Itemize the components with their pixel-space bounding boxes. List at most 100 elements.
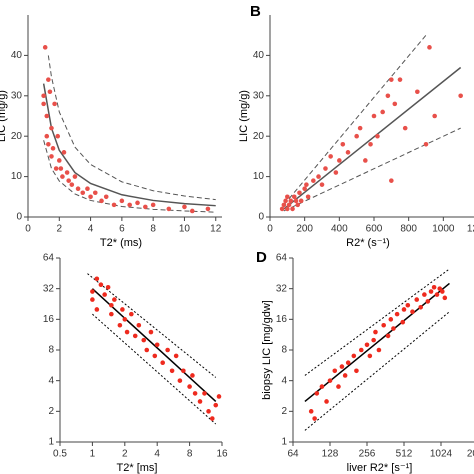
y-tick-label: 32 (43, 283, 55, 294)
fit-line (304, 311, 450, 431)
data-point (44, 133, 50, 139)
x-tick-label: 2 (122, 449, 128, 460)
y-tick-label: 1 (48, 437, 54, 448)
x-tick-label: 1200 (467, 224, 474, 235)
data-point (458, 93, 463, 99)
data-point (367, 353, 373, 359)
data-point (117, 322, 123, 328)
y-tick-label: 8 (281, 345, 287, 356)
data-point (351, 353, 357, 359)
data-point (336, 384, 341, 389)
y-axis-label: LIC (mg/g) (0, 90, 8, 142)
data-point (375, 133, 380, 139)
data-point (311, 178, 316, 183)
data-point (69, 182, 75, 187)
x-tick-label: 400 (331, 224, 348, 235)
data-point (173, 353, 179, 359)
y-tick-label: 32 (276, 283, 288, 294)
data-point (127, 202, 132, 208)
data-point (394, 311, 400, 317)
data-point (333, 170, 339, 175)
data-point (423, 141, 429, 147)
data-point (177, 378, 183, 383)
x-tick-label: 1 (90, 449, 96, 460)
data-point (109, 311, 114, 317)
data-point (305, 194, 311, 200)
x-axis-label: T2* [ms] (117, 462, 158, 474)
data-point (427, 45, 432, 50)
data-point (345, 360, 351, 366)
data-point (55, 133, 61, 139)
data-point (197, 399, 203, 404)
data-point (388, 317, 394, 322)
data-point (182, 204, 187, 210)
data-point (190, 373, 195, 378)
x-tick-label: 2048 (467, 449, 474, 460)
x-tick-label: 64 (287, 449, 299, 460)
data-point (354, 133, 359, 139)
y-tick-label: 1 (281, 437, 287, 448)
data-point (285, 206, 290, 212)
data-point (103, 194, 109, 200)
data-point (53, 166, 59, 171)
data-point (80, 190, 86, 196)
data-point (283, 198, 288, 204)
data-point (122, 317, 128, 322)
data-point (324, 399, 329, 404)
y-tick-label: 2 (48, 406, 54, 417)
data-point (41, 101, 46, 107)
data-point (425, 299, 431, 304)
data-point (319, 182, 325, 187)
data-point (415, 89, 420, 95)
data-point (124, 329, 130, 335)
x-tick-label: 1000 (432, 224, 455, 235)
data-point (88, 194, 93, 200)
data-point (152, 353, 158, 359)
y-tick-label: 30 (253, 90, 265, 101)
data-point (49, 125, 54, 131)
data-point (105, 285, 111, 290)
fit-line (92, 313, 217, 425)
y-tick-label: 2 (281, 406, 287, 417)
data-point (405, 302, 411, 308)
data-point (160, 360, 166, 366)
data-point (144, 347, 150, 353)
data-point (308, 409, 314, 414)
x-tick-label: 0 (267, 224, 273, 235)
data-point (371, 337, 376, 343)
x-tick-label: 12 (210, 224, 222, 235)
data-point (92, 190, 98, 196)
y-tick-label: 30 (11, 90, 23, 101)
data-point (340, 141, 346, 147)
data-point (279, 206, 285, 212)
data-point (112, 297, 117, 302)
data-point (304, 182, 309, 187)
data-point (414, 297, 420, 302)
fit-line (304, 268, 450, 376)
data-point (42, 45, 48, 50)
data-point (60, 174, 65, 179)
y-tick-label: 16 (276, 314, 288, 325)
data-point (52, 101, 57, 107)
fit-line (42, 83, 216, 207)
y-tick-label: 0 (16, 212, 22, 223)
data-point (392, 101, 398, 107)
data-point (431, 285, 437, 290)
data-point (410, 309, 415, 315)
data-point (385, 93, 391, 99)
data-point (206, 409, 211, 414)
data-point (418, 305, 423, 310)
y-tick-label: 4 (281, 375, 287, 386)
x-tick-label: 200 (296, 224, 313, 235)
panel-title: D (256, 249, 267, 266)
data-point (297, 190, 302, 196)
data-point (64, 170, 70, 175)
data-point (94, 307, 100, 312)
x-tick-label: 10 (179, 224, 191, 235)
y-tick-label: 40 (253, 50, 265, 61)
data-point (332, 368, 338, 374)
data-point (61, 150, 67, 155)
fit-line (283, 127, 461, 212)
data-point (368, 141, 373, 147)
fit-line (91, 288, 217, 403)
